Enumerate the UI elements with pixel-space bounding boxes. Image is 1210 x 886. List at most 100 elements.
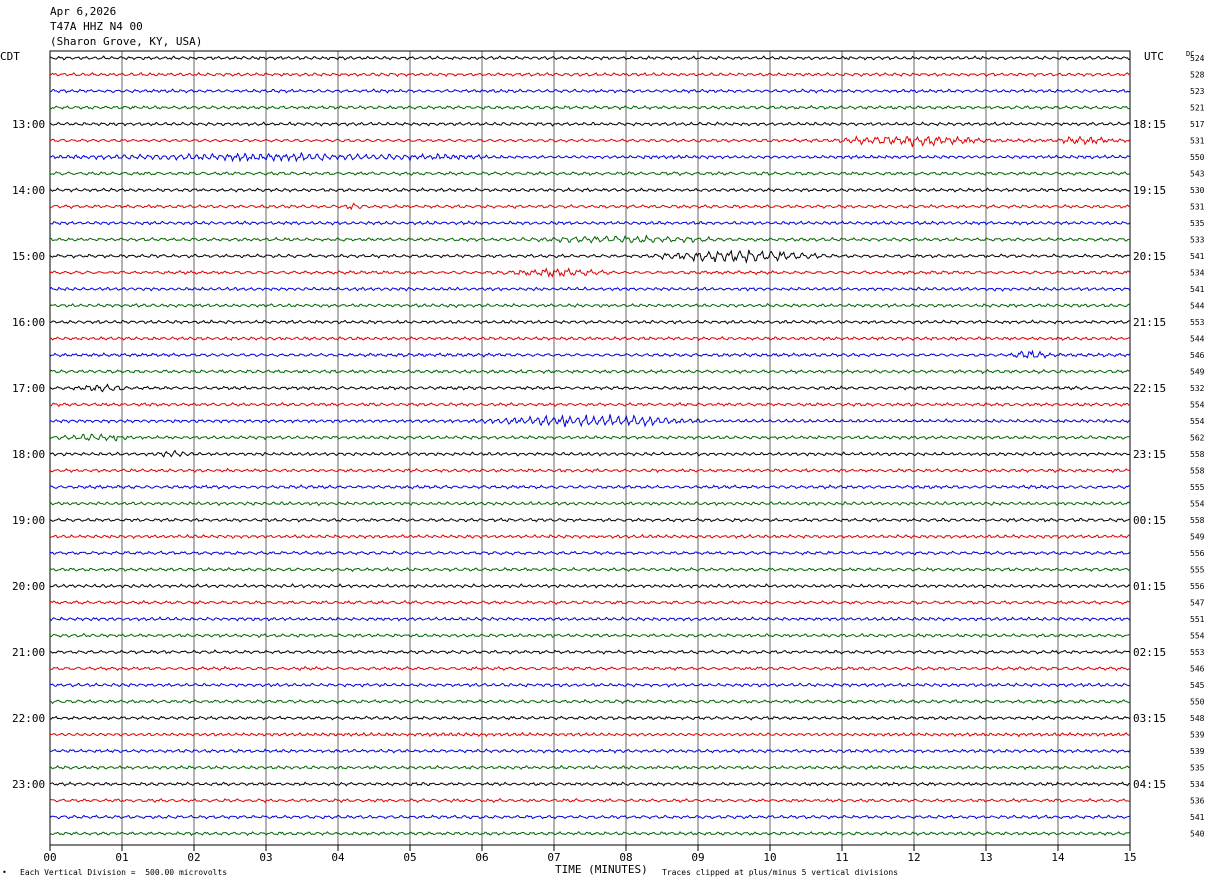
dc-offset-label: 548 bbox=[1190, 714, 1205, 723]
dc-offset-label: 530 bbox=[1190, 186, 1205, 195]
trace-line bbox=[49, 414, 1131, 428]
dc-offset-label: 539 bbox=[1190, 747, 1205, 756]
trace-line bbox=[49, 104, 1131, 111]
dc-offset-label: 528 bbox=[1190, 71, 1205, 80]
dc-offset-label: 551 bbox=[1190, 615, 1205, 624]
trace-line bbox=[49, 319, 1131, 325]
dc-offset-label: 535 bbox=[1190, 764, 1205, 773]
trace-line bbox=[49, 234, 1131, 244]
dc-offset-label: 541 bbox=[1190, 285, 1205, 294]
x-tick-label: 07 bbox=[547, 851, 560, 864]
utc-hour-label: 01:15 bbox=[1133, 580, 1166, 593]
trace-line bbox=[49, 449, 1131, 458]
x-tick-label: 01 bbox=[115, 851, 128, 864]
dc-offset-label: 558 bbox=[1190, 467, 1205, 476]
cdt-hour-label: 19:00 bbox=[12, 514, 45, 527]
x-axis-label: TIME (MINUTES) bbox=[555, 863, 648, 876]
dc-offset-label: 550 bbox=[1190, 698, 1205, 707]
x-tick-label: 09 bbox=[691, 851, 704, 864]
utc-hour-label: 21:15 bbox=[1133, 316, 1166, 329]
plot-frame bbox=[49, 50, 1131, 846]
trace-line bbox=[49, 433, 1130, 442]
dc-offset-label: 521 bbox=[1190, 104, 1205, 113]
dc-offset-label: 534 bbox=[1190, 269, 1205, 278]
cdt-hour-label: 23:00 bbox=[12, 778, 45, 791]
dc-offset-label: 541 bbox=[1190, 813, 1205, 822]
trace-line bbox=[49, 632, 1131, 638]
x-tick-label: 13 bbox=[979, 851, 992, 864]
trace-line bbox=[49, 781, 1131, 787]
cdt-hour-label: 18:00 bbox=[12, 448, 45, 461]
trace-line bbox=[49, 71, 1131, 78]
trace-line bbox=[49, 599, 1131, 606]
dc-offset-label: 544 bbox=[1190, 302, 1205, 311]
dc-offset-label: 550 bbox=[1190, 153, 1205, 162]
trace-line bbox=[49, 550, 1131, 556]
trace-line bbox=[49, 121, 1131, 127]
utc-hour-label: 03:15 bbox=[1133, 712, 1166, 725]
utc-hour-label: 04:15 bbox=[1133, 778, 1166, 791]
dc-offset-label: 558 bbox=[1190, 450, 1205, 459]
cdt-hour-label: 16:00 bbox=[12, 316, 45, 329]
left-timezone-label: CDT bbox=[0, 50, 20, 63]
utc-hour-label: 22:15 bbox=[1133, 382, 1166, 395]
dc-offset-label: 547 bbox=[1190, 599, 1205, 608]
cdt-hour-label: 21:00 bbox=[12, 646, 45, 659]
trace-line bbox=[50, 220, 1131, 226]
trace-line bbox=[49, 649, 1131, 655]
dc-offset-label: 534 bbox=[1190, 780, 1205, 789]
dc-offset-label: 554 bbox=[1190, 632, 1205, 641]
x-tick-label: 05 bbox=[403, 851, 416, 864]
trace-line bbox=[49, 267, 1131, 279]
trace-line bbox=[49, 187, 1131, 193]
station-code: T47A HHZ N4 00 bbox=[50, 20, 143, 33]
dc-offset-header: DC bbox=[1186, 50, 1195, 58]
trace-line bbox=[49, 335, 1131, 342]
dc-offset-label: 540 bbox=[1190, 830, 1205, 839]
trace-line bbox=[49, 830, 1131, 837]
trace-line bbox=[50, 797, 1131, 804]
utc-hour-label: 20:15 bbox=[1133, 250, 1166, 263]
x-tick-label: 00 bbox=[43, 851, 56, 864]
trace-line bbox=[49, 484, 1130, 490]
dc-offset-label: 532 bbox=[1190, 384, 1205, 393]
x-tick-label: 06 bbox=[475, 851, 488, 864]
trace-line bbox=[49, 566, 1131, 573]
trace-line bbox=[49, 682, 1131, 688]
trace-line bbox=[49, 748, 1131, 754]
dc-offset-label: 545 bbox=[1190, 681, 1205, 690]
x-tick-label: 04 bbox=[331, 851, 345, 864]
dc-offset-label: 543 bbox=[1190, 170, 1205, 179]
right-timezone-label: UTC bbox=[1144, 50, 1164, 63]
dc-offset-label: 546 bbox=[1190, 665, 1205, 674]
trace-line bbox=[49, 517, 1131, 523]
plot-date: Apr 6,2026 bbox=[50, 5, 117, 18]
trace-line bbox=[49, 135, 1131, 148]
trace-line bbox=[49, 55, 1131, 61]
trace-line bbox=[49, 302, 1131, 309]
dc-offset-label: 531 bbox=[1190, 137, 1205, 146]
dc-offset-label: 549 bbox=[1190, 533, 1205, 542]
dc-offset-label: 558 bbox=[1190, 516, 1205, 525]
trace-line bbox=[49, 383, 1131, 393]
x-tick-label: 12 bbox=[907, 851, 920, 864]
dc-offset-label: 556 bbox=[1190, 549, 1205, 558]
x-tick-label: 02 bbox=[187, 851, 200, 864]
trace-line bbox=[49, 170, 1131, 177]
trace-line bbox=[49, 698, 1131, 705]
trace-line bbox=[49, 764, 1131, 771]
corner-mark: • bbox=[2, 868, 7, 877]
dc-offset-label: 523 bbox=[1190, 87, 1205, 96]
trace-line bbox=[49, 401, 1131, 408]
cdt-hour-label: 15:00 bbox=[12, 250, 45, 263]
dc-offset-label: 555 bbox=[1190, 566, 1205, 575]
dc-offset-label: 533 bbox=[1190, 236, 1205, 245]
utc-hour-label: 18:15 bbox=[1133, 118, 1166, 131]
dc-offset-label: 536 bbox=[1190, 797, 1205, 806]
trace-line bbox=[49, 500, 1131, 507]
dc-offset-label: 554 bbox=[1190, 417, 1205, 426]
dc-offset-label: 556 bbox=[1190, 582, 1205, 591]
dc-offset-label: 546 bbox=[1190, 351, 1205, 360]
cdt-hour-label: 13:00 bbox=[12, 118, 45, 131]
